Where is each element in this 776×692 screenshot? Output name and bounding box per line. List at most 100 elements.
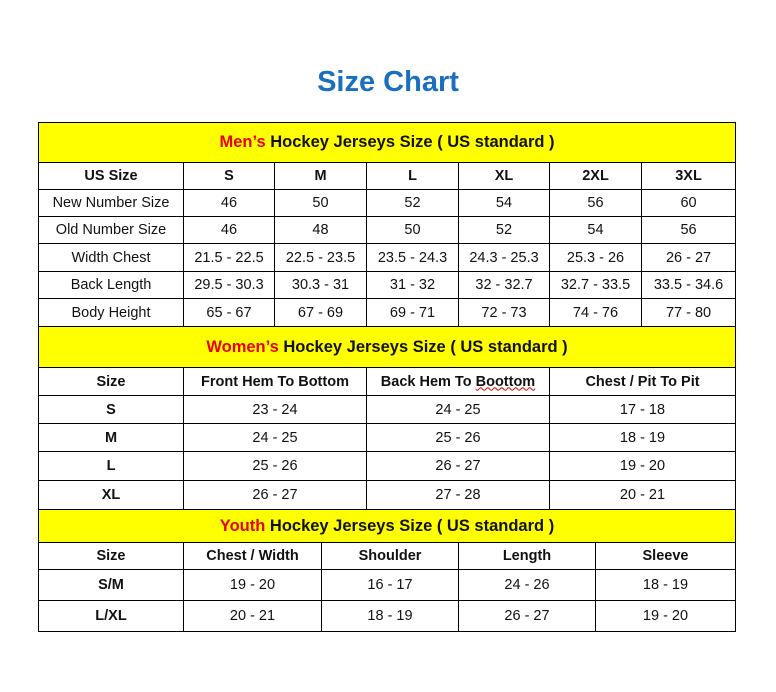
table-cell: 60 [640, 189, 737, 217]
table-cell: 31 - 32 [366, 271, 459, 299]
table-cell: 19 - 20 [548, 451, 737, 481]
column-header: Shoulder [321, 542, 459, 570]
youth-section-heading: Youth Hockey Jerseys Size ( US standard … [37, 509, 737, 543]
row-label: L [38, 451, 184, 481]
table-cell: 24.3 - 25.3 [458, 243, 550, 272]
column-header: Sleeve [594, 542, 737, 570]
table-cell: 32.7 - 33.5 [549, 271, 642, 299]
column-header-row: US Size S M L XL 2XL 3XL [38, 162, 737, 190]
row-label: XL [38, 480, 184, 510]
table-cell: 54 [458, 189, 550, 217]
column-header: 3XL [640, 162, 737, 190]
table-cell: 48 [274, 216, 367, 244]
table-cell: 25.3 - 26 [549, 243, 642, 272]
table-cell: 52 [458, 216, 550, 244]
table-cell: 26 - 27 [458, 600, 596, 632]
table-cell: 24 - 26 [458, 569, 596, 601]
table-cell: 77 - 80 [640, 298, 737, 327]
table-row: Back Length 29.5 - 30.3 30.3 - 31 31 - 32 32… [38, 271, 737, 299]
column-header: Chest / Width [183, 542, 322, 570]
heading-highlight: Women’s [206, 337, 279, 356]
table-row: L 25 - 26 26 - 27 19 - 20 [38, 451, 737, 481]
table-cell: 18 - 19 [594, 569, 737, 601]
row-label: Old Number Size [38, 216, 184, 244]
table-cell: 26 - 27 [183, 480, 367, 510]
column-header: Length [458, 542, 596, 570]
table-row: New Number Size 46 50 52 54 56 60 [38, 189, 737, 217]
table-cell: 50 [366, 216, 459, 244]
row-label: S [38, 395, 184, 424]
heading-text: Hockey Jerseys Size ( US standard ) [265, 133, 555, 151]
column-header-row: Size Front Hem To Bottom Back Hem To Boott… [38, 367, 737, 396]
table-cell: 30.3 - 31 [274, 271, 367, 299]
table-cell: 25 - 26 [366, 423, 550, 452]
table-cell: 50 [274, 189, 367, 217]
table-cell: 24 - 25 [183, 423, 367, 452]
column-header: Front Hem To Bottom [183, 367, 367, 396]
table-cell: 72 - 73 [458, 298, 550, 327]
table-row: S/M 19 - 20 16 - 17 24 - 26 18 - 19 [38, 569, 737, 601]
table-cell: 46 [183, 189, 275, 217]
table-cell: 25 - 26 [183, 451, 367, 481]
row-label: Body Height [38, 298, 184, 327]
table-row: XL 26 - 27 27 - 28 20 - 21 [38, 480, 737, 510]
column-header: S [183, 162, 275, 190]
womens-section-heading: Women’s Hockey Jerseys Size ( US standar… [37, 326, 737, 368]
table-cell: 21.5 - 22.5 [183, 243, 275, 272]
youth-size-table: Youth Hockey Jerseys Size ( US standard … [37, 509, 737, 632]
column-header: 2XL [549, 162, 642, 190]
row-label: Back Length [38, 271, 184, 299]
table-row: M 24 - 25 25 - 26 18 - 19 [38, 423, 737, 452]
table-row: Body Height 65 - 67 67 - 69 69 - 71 72 - 73 7… [38, 298, 737, 327]
table-cell: 65 - 67 [183, 298, 275, 327]
heading-highlight: Men’s [219, 133, 266, 151]
heading-text: Hockey Jerseys Size ( US standard ) [278, 337, 568, 356]
row-label: M [38, 423, 184, 452]
row-label: L/XL [38, 600, 184, 632]
table-cell: 20 - 21 [548, 480, 737, 510]
table-cell: 69 - 71 [366, 298, 459, 327]
column-header: Back Hem To Boottom [366, 367, 550, 396]
table-cell: 56 [549, 189, 642, 217]
table-cell: 19 - 20 [183, 569, 322, 601]
table-cell: 22.5 - 23.5 [274, 243, 367, 272]
table-row: S 23 - 24 24 - 25 17 - 18 [38, 395, 737, 424]
table-cell: 54 [549, 216, 642, 244]
table-cell: 18 - 19 [321, 600, 459, 632]
column-header: XL [458, 162, 550, 190]
row-label: New Number Size [38, 189, 184, 217]
column-header: Chest / Pit To Pit [548, 367, 737, 396]
table-cell: 23.5 - 24.3 [366, 243, 459, 272]
column-header: L [366, 162, 459, 190]
table-cell: 23 - 24 [183, 395, 367, 424]
table-cell: 20 - 21 [183, 600, 322, 632]
table-cell: 16 - 17 [321, 569, 459, 601]
column-header: Size [38, 367, 184, 396]
table-cell: 18 - 19 [548, 423, 737, 452]
table-row: Width Chest 21.5 - 22.5 22.5 - 23.5 23.5 - … [38, 243, 737, 272]
heading-text: Hockey Jerseys Size ( US standard ) [265, 516, 555, 535]
column-header: US Size [38, 162, 184, 190]
table-cell: 19 - 20 [594, 600, 737, 632]
table-cell: 27 - 28 [366, 480, 550, 510]
table-cell: 46 [183, 216, 275, 244]
mens-size-table: Men’s Hockey Jerseys Size ( US standard … [37, 122, 737, 327]
table-cell: 24 - 25 [366, 395, 550, 424]
table-cell: 33.5 - 34.6 [640, 271, 737, 299]
table-cell: 26 - 27 [640, 243, 737, 272]
table-cell: 32 - 32.7 [458, 271, 550, 299]
row-label: Width Chest [38, 243, 184, 272]
table-cell: 17 - 18 [548, 395, 737, 424]
table-cell: 74 - 76 [549, 298, 642, 327]
row-label: S/M [38, 569, 184, 601]
table-cell: 52 [366, 189, 459, 217]
column-header: M [274, 162, 367, 190]
mens-section-heading: Men’s Hockey Jerseys Size ( US standard … [37, 122, 737, 163]
table-row: Old Number Size 46 48 50 52 54 56 [38, 216, 737, 244]
womens-size-table: Women’s Hockey Jerseys Size ( US standar… [37, 326, 737, 510]
column-header-row: Size Chest / Width Shoulder Length Sleeve [38, 542, 737, 570]
table-cell: 29.5 - 30.3 [183, 271, 275, 299]
heading-highlight: Youth [219, 516, 266, 535]
table-cell: 67 - 69 [274, 298, 367, 327]
table-row: L/XL 20 - 21 18 - 19 26 - 27 19 - 20 [38, 600, 737, 632]
